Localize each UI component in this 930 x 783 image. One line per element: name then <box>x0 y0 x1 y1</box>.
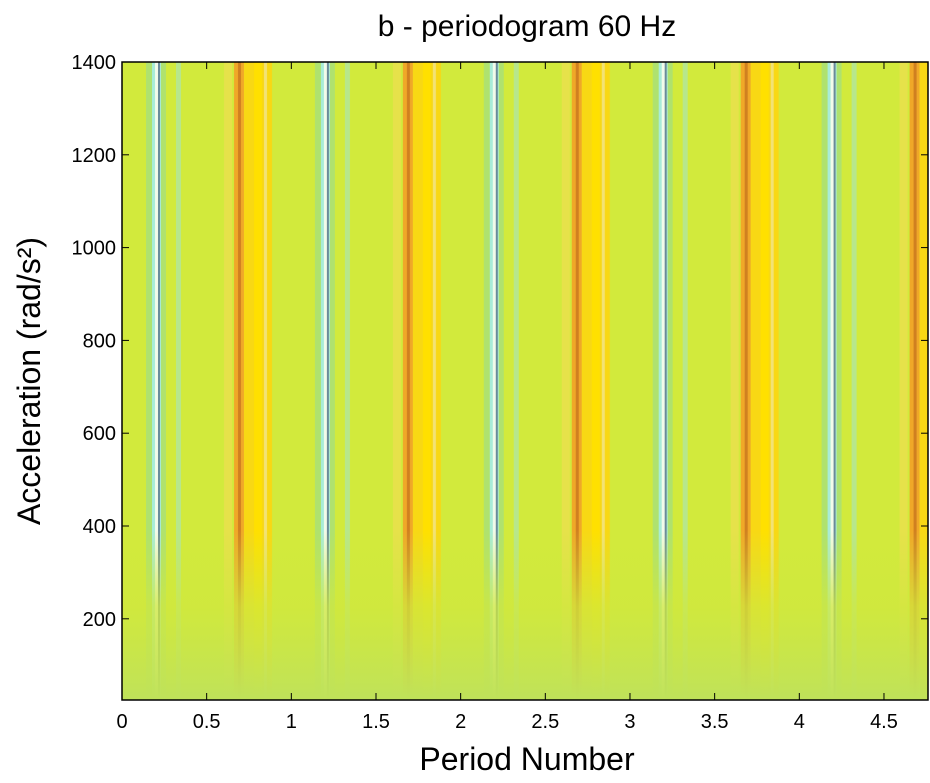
x-tick-label: 1 <box>286 711 297 733</box>
y-tick-label: 1400 <box>72 52 117 74</box>
plot-frame <box>121 61 929 701</box>
x-tick-label: 1.5 <box>362 711 390 733</box>
y-tick-label: 400 <box>83 516 116 538</box>
heatmap-image-fade <box>122 530 928 700</box>
x-tick-label: 2 <box>455 711 466 733</box>
plot-area <box>121 61 929 701</box>
y-tick-label: 600 <box>83 423 116 445</box>
x-tick-label: 4 <box>794 711 805 733</box>
x-tick-label: 3.5 <box>701 711 729 733</box>
x-tick-label: 2.5 <box>531 711 559 733</box>
x-tick-label: 3 <box>624 711 635 733</box>
y-tick-label: 200 <box>83 609 116 631</box>
x-tick-label: 4.5 <box>870 711 898 733</box>
y-axis-label: Acceleration (rad/s²) <box>11 237 47 525</box>
chart-title: b - periodogram 60 Hz <box>378 10 676 43</box>
y-tick-label: 1200 <box>72 145 117 167</box>
x-axis-label: Period Number <box>419 741 635 777</box>
y-tick-label: 800 <box>83 330 116 352</box>
x-tick-label: 0 <box>116 711 127 733</box>
x-tick-label: 0.5 <box>193 711 221 733</box>
y-tick-label: 1000 <box>72 238 117 260</box>
